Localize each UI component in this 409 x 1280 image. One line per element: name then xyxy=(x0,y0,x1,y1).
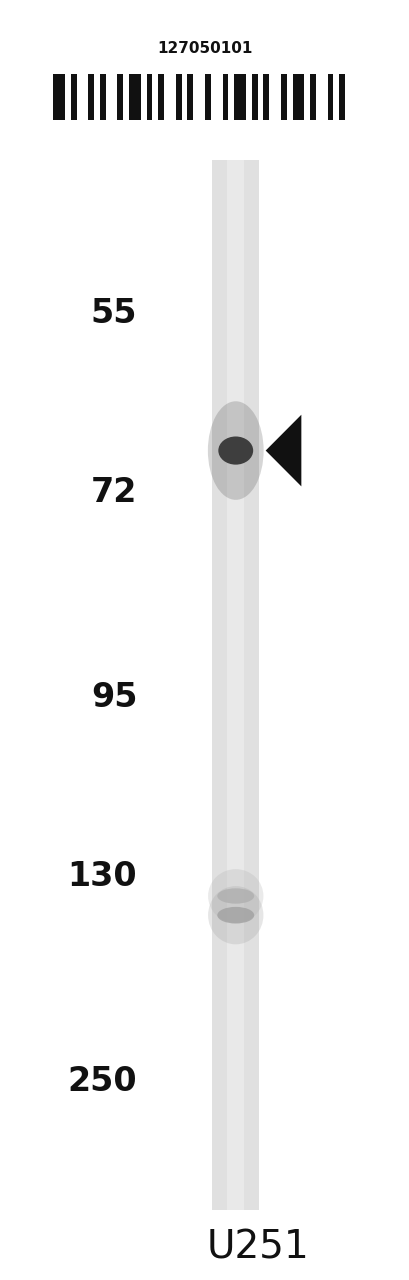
Text: 72: 72 xyxy=(91,476,137,509)
Ellipse shape xyxy=(217,888,254,904)
Text: 127050101: 127050101 xyxy=(157,41,252,56)
Bar xyxy=(117,74,123,120)
Bar xyxy=(327,74,333,120)
Bar xyxy=(234,74,245,120)
Bar xyxy=(53,74,65,120)
Ellipse shape xyxy=(218,436,253,465)
Bar xyxy=(251,74,257,120)
Bar xyxy=(175,74,181,120)
Bar xyxy=(292,74,303,120)
Text: 55: 55 xyxy=(91,297,137,330)
Bar xyxy=(227,160,244,1210)
Bar xyxy=(146,74,152,120)
Bar xyxy=(129,74,140,120)
Bar xyxy=(71,74,76,120)
Bar xyxy=(158,74,164,120)
Polygon shape xyxy=(265,415,301,486)
Bar xyxy=(212,160,258,1210)
Bar xyxy=(338,74,344,120)
Ellipse shape xyxy=(217,908,254,924)
Text: 95: 95 xyxy=(91,681,137,714)
Bar xyxy=(100,74,106,120)
Bar xyxy=(309,74,315,120)
Ellipse shape xyxy=(207,886,263,945)
Text: 130: 130 xyxy=(67,860,137,893)
Bar xyxy=(280,74,286,120)
Bar xyxy=(88,74,94,120)
Bar xyxy=(204,74,210,120)
Ellipse shape xyxy=(207,869,263,923)
Bar xyxy=(222,74,228,120)
Bar xyxy=(187,74,193,120)
Bar xyxy=(263,74,269,120)
Text: U251: U251 xyxy=(207,1229,309,1267)
Text: 250: 250 xyxy=(67,1065,137,1098)
Ellipse shape xyxy=(207,402,263,500)
